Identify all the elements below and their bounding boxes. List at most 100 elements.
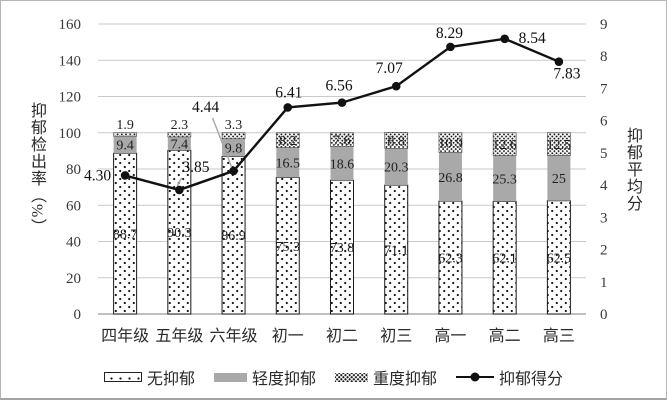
legend-item-severe: 重度抑郁 [335,365,437,389]
left-axis-tick-label: 120 [59,90,82,106]
x-category-label: 高一 [434,327,466,345]
bar-data-label: 8.8 [387,134,405,149]
left-axis-tick-label: 140 [59,53,82,69]
bar-data-label: 8.2 [279,134,297,149]
bar-segment-severe [113,132,137,137]
bar-data-label: 25.3 [492,173,517,188]
x-category-label: 六年级 [210,327,258,345]
left-axis-tick-label: 160 [59,17,82,33]
legend-none-swatch-icon [103,372,142,382]
bar-data-label: 12.6 [492,138,517,153]
x-category-label: 初二 [326,327,358,345]
legend-severe-swatch-icon [335,372,368,382]
line-point-marker [337,98,347,107]
x-category-label: 高二 [489,327,521,345]
x-category-label: 初一 [272,327,304,345]
bar-data-label: 7.4 [171,138,189,153]
bar-data-label: 9.8 [225,142,243,157]
bar-segment-mild [438,152,462,202]
legend-none-label: 无抑郁 [146,371,195,388]
bar-segment-mild [222,138,246,157]
line-data-label: 8.54 [519,30,546,47]
right-axis-tick-label: 7 [600,81,608,97]
line-point-marker [229,166,238,176]
bar-segment-severe [275,132,300,148]
left-axis-title: 抑郁检出率（%） [28,102,45,236]
label-leader-line [211,117,233,168]
line-data-label: 4.30 [84,167,111,184]
bar-data-label: 1.9 [116,118,134,133]
bar-segment-severe [384,132,409,149]
left-axis-tick-label: 100 [59,126,82,142]
line-data-label: 7.83 [553,66,580,83]
bar-data-label: 71.1 [384,244,409,259]
x-category-label: 四年级 [101,327,149,345]
left-axis-tick-label: 20 [66,271,81,287]
bar-segment-severe [547,132,571,156]
right-axis-tick-label: 5 [600,146,608,162]
bar-data-label: 26.8 [438,171,463,186]
bar-segment-none [384,184,409,315]
bar-data-label: 62.5 [547,251,572,266]
line-data-label: 6.56 [325,78,352,95]
legend-mild-swatch-icon [213,372,247,382]
bar-segment-severe [438,132,463,153]
line-point-marker [120,171,130,180]
right-axis-tick-label: 3 [600,210,608,226]
line-point-marker [554,57,564,66]
line-point-marker [500,34,509,44]
bar-data-label: 73.8 [330,241,355,256]
left-axis-tick-label: 60 [66,198,81,214]
bar-segment-mild [547,155,571,201]
bar-data-label: 2.3 [171,118,189,133]
line-data-label: 7.07 [376,60,403,77]
bar-data-label: 16.5 [276,157,301,172]
bar-segment-severe [167,132,192,138]
line-point-marker [446,42,455,52]
right-axis-tick-label: 9 [600,17,608,33]
bar-segment-mild [384,148,408,186]
bar-data-label: 88.7 [113,228,138,243]
bar-data-label: 25 [552,172,566,187]
bar-data-label: 12.5 [547,138,572,153]
label-leader-line [176,177,183,187]
left-axis-tick-label: 40 [66,235,81,251]
bar-data-label: 18.6 [330,157,355,172]
x-category-label: 初三 [380,327,412,345]
bar-data-label: 7.6 [333,134,351,149]
bar-data-label: 3.3 [225,118,243,133]
line-data-label: 3.85 [182,159,209,176]
bar-data-label: 10.9 [438,137,463,152]
legend-score-label: 抑郁得分 [499,371,564,388]
bar-data-label: 20.3 [384,161,409,176]
x-category-label: 高三 [543,327,575,345]
bar-segment-severe [330,132,354,147]
bar-segment-mild [330,146,354,181]
legend: 无抑郁 轻度抑郁 重度抑郁 抑郁得分 [1,365,666,389]
bar-segment-none [330,179,354,315]
right-axis-tick-label: 0 [600,307,608,323]
legend-severe-label: 重度抑郁 [373,371,438,388]
line-data-label: 6.41 [275,84,302,101]
bar-segment-mild [276,147,300,178]
legend-item-score: 抑郁得分 [456,365,563,389]
legend-item-mild: 轻度抑郁 [213,365,316,389]
left-axis-tick-label: 80 [66,162,81,178]
right-axis-title: 抑郁平均分 [624,127,641,212]
bar-data-label: 86.9 [221,229,246,244]
bar-segment-mild [113,136,137,154]
legend-line-marker-icon [456,372,495,382]
bar-segment-mild [493,155,517,202]
bar-data-label: 75.3 [276,240,301,255]
left-axis-tick-label: 0 [74,307,82,323]
bar-segment-severe [221,132,246,140]
legend-mild-label: 轻度抑郁 [251,371,316,388]
right-axis-tick-label: 4 [600,178,608,194]
bar-segment-mild [167,136,191,151]
right-axis-tick-label: 6 [600,114,608,130]
legend-item-none: 无抑郁 [103,365,195,389]
bar-segment-none [492,200,517,315]
bar-data-label: 9.4 [116,139,134,154]
line-data-label: 8.29 [436,25,463,42]
